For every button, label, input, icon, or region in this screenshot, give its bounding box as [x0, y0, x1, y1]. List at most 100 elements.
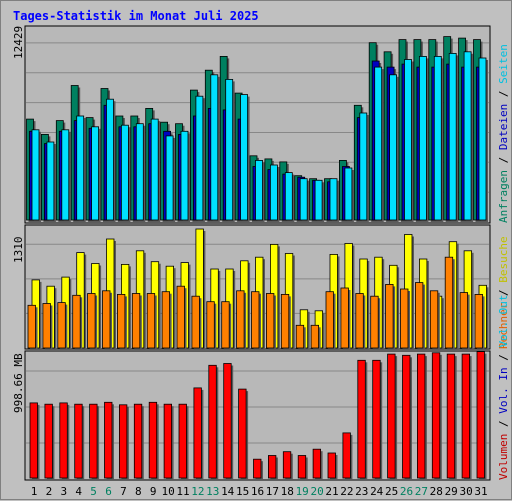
bar-rechner — [251, 291, 260, 349]
x-tick-label: 16 — [251, 485, 264, 498]
legend-rechner: Rechner — [497, 302, 510, 349]
x-tick-label: 2 — [46, 485, 53, 498]
bar-rechner — [191, 295, 200, 349]
legend-anfragen: Anfragen — [497, 170, 510, 223]
bar-rechner — [161, 291, 171, 349]
bar-seiten — [210, 74, 219, 221]
bar-seiten — [463, 51, 472, 221]
bar-rechner — [42, 303, 51, 349]
bar-rechner — [400, 288, 409, 349]
y-max-hits: 12429 — [12, 26, 25, 59]
bar-volumen — [148, 401, 158, 479]
bar-volumen — [267, 455, 277, 479]
bar-volumen — [446, 353, 456, 479]
y-max-visits: 1310 — [12, 237, 25, 264]
bar-rechner — [265, 293, 275, 349]
bar-rechner — [280, 293, 290, 349]
bar-rechner — [414, 282, 424, 349]
bar-volumen — [208, 364, 217, 479]
x-tick-label: 23 — [355, 485, 368, 498]
x-tick-label: 7 — [120, 485, 127, 498]
bar-volumen — [178, 403, 187, 479]
bar-volumen — [163, 403, 173, 479]
bar-rechner — [385, 283, 394, 349]
bar-seiten — [269, 164, 278, 221]
bar-volumen — [119, 404, 128, 479]
legend-vol-in: Vol. In — [497, 367, 510, 413]
bar-rechner — [102, 290, 111, 349]
bar-rechner — [444, 256, 454, 349]
legend-dateien: Dateien — [497, 104, 510, 150]
bar-volumen — [357, 359, 366, 479]
bar-seiten — [165, 135, 174, 221]
x-tick-label: 22 — [340, 485, 353, 498]
bar-seiten — [195, 95, 204, 221]
bar-volumen — [327, 452, 336, 479]
bar-seiten — [389, 74, 398, 221]
legend-volumen: Volumen — [497, 434, 510, 480]
bars — [26, 36, 489, 480]
bar-rechner — [459, 292, 469, 349]
bar-rechner — [310, 324, 320, 349]
bar-volumen — [312, 448, 322, 479]
x-axis-labels: 1 2 3 4 5 6 7 8 9 10 11 12 13 14 15 16 17 18 19 20 21 22 23 24 2… — [31, 485, 488, 498]
bar-seiten — [46, 141, 55, 221]
x-tick-label: 18 — [281, 485, 294, 498]
bar-seiten — [76, 115, 85, 221]
x-tick-label: 31 — [474, 485, 487, 498]
legend-seiten: Seiten — [497, 44, 510, 84]
bar-volumen — [476, 351, 485, 479]
panel-volume — [24, 350, 491, 481]
bar-seiten — [225, 79, 234, 221]
bar-seiten — [448, 53, 457, 221]
bar-volumen — [402, 354, 411, 479]
bar-seiten — [91, 126, 99, 221]
bar-volumen — [29, 402, 38, 479]
bar-seiten — [359, 112, 368, 221]
bar-seiten — [404, 59, 412, 221]
bar-rechner — [176, 285, 185, 349]
x-tick-label: 29 — [445, 485, 458, 498]
x-tick-label: 1 — [31, 485, 38, 498]
bar-seiten — [135, 123, 144, 221]
bar-volumen — [431, 352, 441, 479]
bar-seiten — [478, 57, 487, 221]
bar-rechner — [355, 293, 364, 349]
bar-rechner — [340, 287, 349, 349]
bar-rechner — [236, 290, 245, 349]
bar-seiten — [61, 129, 70, 221]
x-tick-label: 3 — [60, 485, 67, 498]
x-tick-label: 8 — [135, 485, 142, 498]
bar-rechner — [72, 294, 81, 349]
bar-seiten — [299, 178, 308, 221]
bar-rechner — [117, 293, 126, 349]
x-tick-label: 27 — [415, 485, 428, 498]
bar-volumen — [223, 363, 232, 479]
bar-volumen — [74, 403, 83, 479]
bar-rechner — [221, 301, 230, 349]
bar-volumen — [89, 403, 98, 479]
x-tick-label: 21 — [325, 485, 338, 498]
x-tick-label: 9 — [150, 485, 157, 498]
bar-rechner — [474, 293, 483, 349]
bar-rechner — [295, 324, 305, 349]
bar-volumen — [253, 458, 262, 479]
bar-rechner — [325, 291, 334, 349]
bar-rechner — [146, 293, 156, 349]
x-tick-label: 17 — [266, 485, 279, 498]
y-max-volume: 998.66 MB — [12, 353, 25, 413]
bar-volumen — [416, 353, 426, 479]
bar-volumen — [282, 451, 292, 479]
legend-vol-out: Vol. Out — [497, 295, 510, 348]
bar-seiten — [106, 98, 114, 221]
bar-seiten — [255, 159, 263, 221]
x-tick-label: 6 — [105, 485, 112, 498]
bar-rechner — [27, 304, 36, 349]
x-tick-label: 13 — [206, 485, 219, 498]
bar-seiten — [240, 94, 249, 221]
bar-seiten — [121, 124, 129, 221]
bar-seiten — [31, 129, 40, 221]
x-tick-label: 28 — [430, 485, 443, 498]
